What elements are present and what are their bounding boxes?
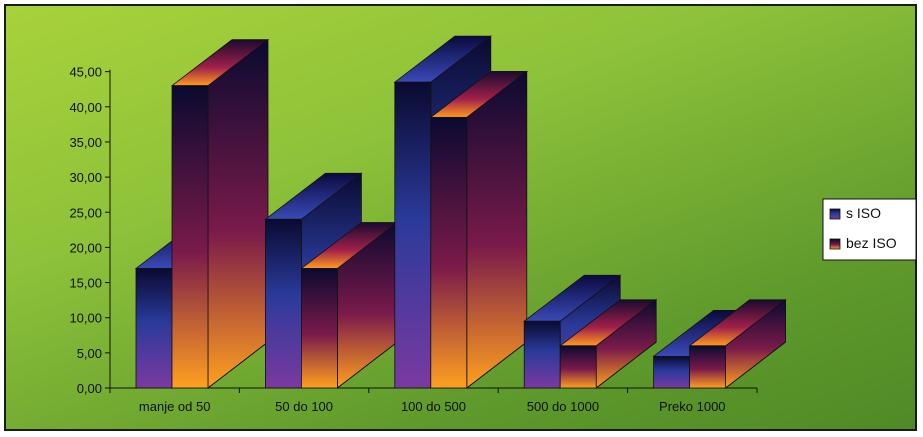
- bar-floor-edge: [337, 341, 398, 389]
- bar-front-face: [559, 345, 597, 389]
- bar-bez-iso: [170, 38, 270, 389]
- bar-floor-edge: [207, 341, 269, 389]
- legend-swatch-bez-iso: [829, 238, 841, 250]
- x-tick-label: 50 do 100: [275, 399, 333, 414]
- bar-floor-edge: [725, 341, 786, 389]
- bar-bez-iso: [688, 299, 787, 389]
- y-tick-label: 20,00: [69, 240, 102, 255]
- legend-swatch-s-iso: [829, 208, 841, 220]
- bars-layer: [134, 35, 787, 389]
- legend-label-s-iso: s ISO: [846, 205, 881, 221]
- y-tick-label: 45,00: [69, 65, 102, 80]
- labels-layer: 0,00 5,00 10,00 15,00 20,00 25,00 30,00 35,00 40…: [69, 65, 725, 414]
- bar-front-face: [523, 320, 561, 389]
- bar-floor-edge: [466, 341, 528, 389]
- y-tick-label: 0,00: [77, 381, 102, 396]
- y-tick-label: 15,00: [69, 276, 102, 291]
- legend-label-bez-iso: bez ISO: [846, 235, 897, 251]
- x-tick-label: Preko 1000: [659, 399, 726, 414]
- bar-front-face: [300, 268, 338, 389]
- bar-bez-iso: [300, 221, 399, 389]
- y-tick-label: 35,00: [69, 135, 102, 150]
- bar-bez-iso: [429, 70, 528, 389]
- bar-front-face: [653, 355, 690, 389]
- bar-front-face: [264, 218, 302, 389]
- y-tick-label: 30,00: [69, 170, 102, 185]
- bar-front-face: [171, 85, 209, 389]
- y-tick-label: 40,00: [69, 100, 102, 115]
- bar-floor-edge: [595, 341, 657, 389]
- y-tick-label: 25,00: [69, 205, 102, 220]
- x-tick-label: manje od 50: [139, 399, 211, 414]
- x-tick-label: 500 do 1000: [527, 399, 599, 414]
- bar-front-face: [394, 81, 432, 389]
- y-tick-label: 10,00: [69, 311, 102, 326]
- legend: s ISO bez ISO: [822, 198, 917, 261]
- bar-front-face: [689, 345, 726, 389]
- bar-side-face: [207, 38, 269, 389]
- bar-side-face: [466, 70, 528, 389]
- bar-front-face: [135, 268, 173, 389]
- x-tick-label: 100 do 500: [401, 399, 466, 414]
- bar-front-face: [430, 116, 468, 389]
- bar-bez-iso: [559, 299, 658, 389]
- y-tick-label: 5,00: [77, 346, 102, 361]
